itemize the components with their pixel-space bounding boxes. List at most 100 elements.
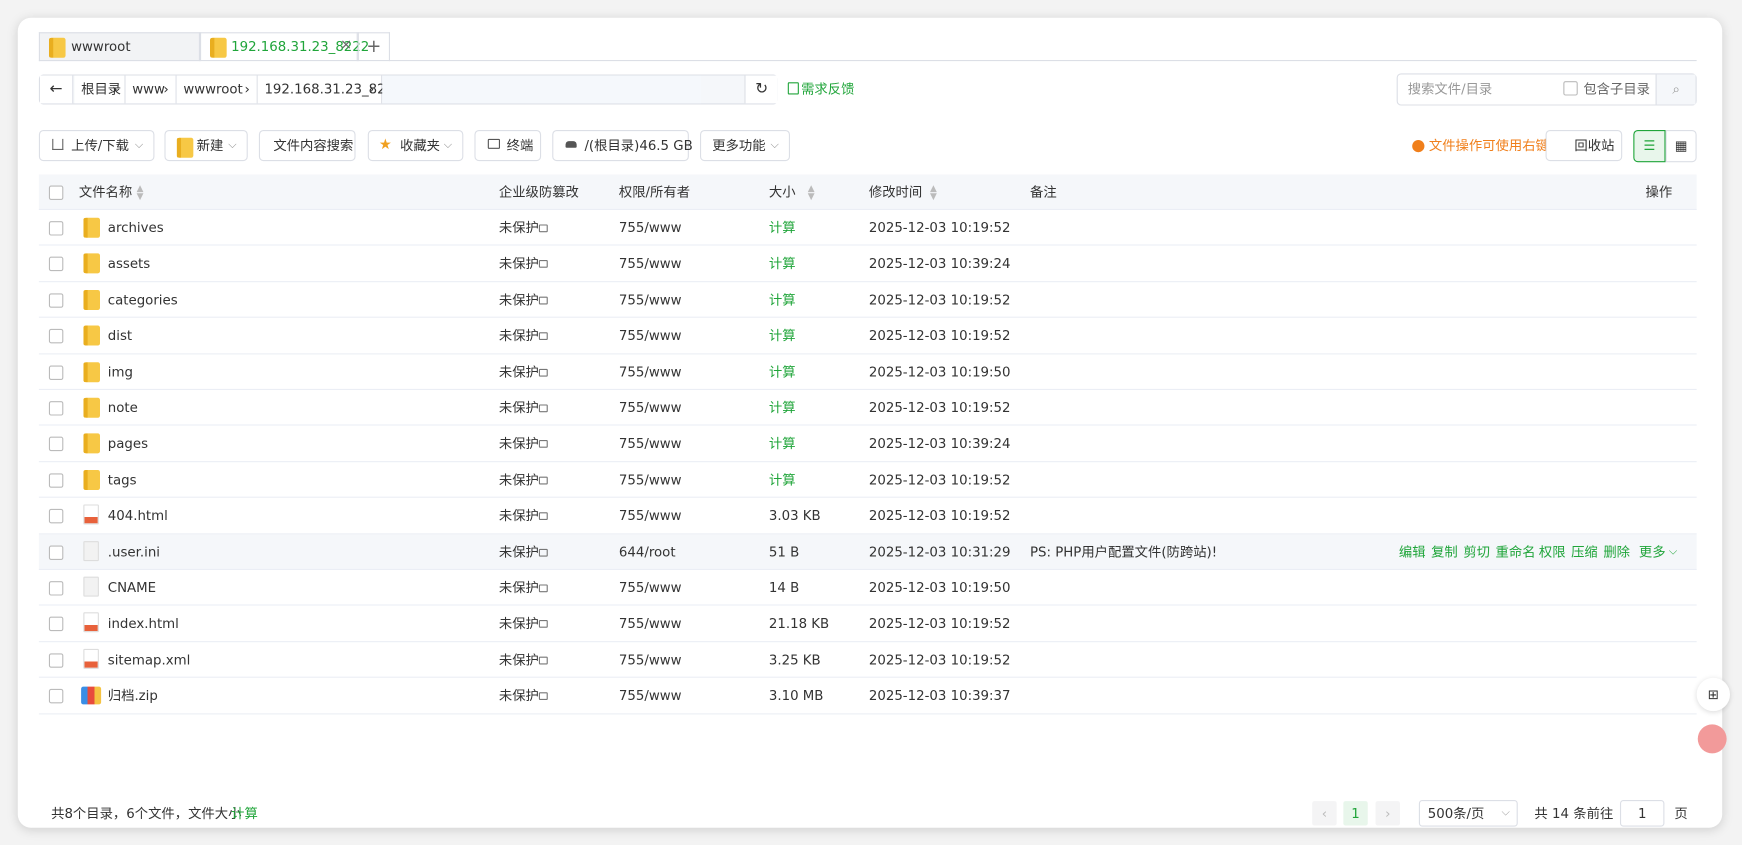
permission[interactable]: 755/www [618, 651, 682, 668]
permission[interactable]: 755/www [618, 579, 682, 596]
table-row[interactable] [38, 606, 1697, 642]
tab-add[interactable]: + [357, 32, 390, 62]
column-header[interactable]: 大小 [768, 184, 796, 200]
file-name[interactable]: CNAME [107, 579, 157, 596]
row-checkbox[interactable] [48, 545, 64, 560]
table-row[interactable] [38, 354, 1697, 390]
row-checkbox[interactable] [48, 221, 64, 236]
toolbar-label[interactable]: 上传/下载 [71, 137, 129, 154]
toolbar-label[interactable]: 更多功能 [712, 137, 766, 154]
crumb[interactable]: 根目录 [74, 75, 126, 104]
row-checkbox[interactable] [48, 617, 64, 632]
tab-label[interactable]: wwwroot [71, 38, 131, 55]
file-size[interactable]: 计算 [768, 435, 796, 452]
table-row[interactable] [38, 246, 1697, 282]
file-name[interactable]: pages [107, 435, 149, 452]
protect-status[interactable]: 未保护 [498, 255, 539, 272]
permission[interactable]: 755/www [618, 363, 682, 380]
protect-status[interactable]: 未保护 [498, 327, 539, 344]
table-row[interactable] [38, 318, 1697, 354]
dropdown-arrow[interactable]: ⌵ [443, 138, 453, 152]
more-arrow[interactable]: ⌵ [1668, 545, 1678, 558]
file-size[interactable]: 计算 [768, 471, 796, 488]
toolbar-label[interactable]: /(根目录)46.5 GB [584, 137, 693, 154]
file-name[interactable]: 404.html [107, 507, 168, 524]
protect-status[interactable]: 未保护 [498, 651, 539, 668]
page-size-select[interactable]: 500条/页 ⌵ [1418, 799, 1518, 827]
sort-icon[interactable]: ▲ ▼ [136, 183, 144, 202]
file-name[interactable]: 归档.zip [107, 687, 158, 704]
tab-label-active[interactable]: 192.168.31.23_8222 [231, 38, 370, 55]
subdir-checkbox[interactable] [1563, 81, 1578, 96]
table-row[interactable] [38, 533, 1697, 570]
row-checkbox[interactable] [48, 401, 64, 416]
permission[interactable]: 755/www [618, 435, 682, 452]
dropdown-arrow[interactable]: ⌵ [228, 138, 237, 152]
protect-status[interactable]: 未保护 [498, 543, 539, 560]
protect-status[interactable]: 未保护 [498, 687, 539, 704]
prev-page[interactable]: ‹ [1312, 801, 1337, 826]
permission[interactable]: 755/www [618, 291, 682, 308]
file-size[interactable]: 计算 [768, 291, 796, 308]
protect-status[interactable]: 未保护 [498, 219, 539, 236]
row-action[interactable]: 权限 [1538, 543, 1566, 560]
protect-status[interactable]: 未保护 [498, 399, 539, 416]
footer-calc[interactable]: 计算 [231, 805, 258, 822]
file-name[interactable]: assets [107, 255, 151, 272]
sort-icon[interactable]: ▲ ▼ [929, 183, 937, 202]
back-button[interactable]: ← [39, 75, 74, 104]
file-size[interactable]: 计算 [768, 327, 796, 344]
file-name[interactable]: .user.ini [107, 543, 160, 560]
toolbar-label[interactable]: 终端 [506, 137, 534, 154]
path-input[interactable] [382, 75, 702, 104]
row-checkbox[interactable] [48, 257, 64, 272]
crumb[interactable]: www [125, 75, 177, 104]
protect-status[interactable]: 未保护 [498, 363, 539, 380]
toolbar-label[interactable]: 文件内容搜索 [273, 137, 354, 154]
permission[interactable]: 755/www [618, 327, 682, 344]
file-size[interactable]: 计算 [768, 255, 796, 272]
protect-status[interactable]: 未保护 [498, 435, 539, 452]
file-name[interactable]: img [107, 363, 133, 380]
protect-status[interactable]: 未保护 [498, 615, 539, 632]
file-note[interactable]: PS: PHP用户配置文件(防跨站)! [1029, 543, 1218, 560]
file-name[interactable]: index.html [107, 615, 179, 632]
protect-status[interactable]: 未保护 [498, 291, 539, 308]
permission[interactable]: 755/www [618, 615, 682, 632]
table-row[interactable] [38, 678, 1697, 714]
file-name[interactable]: dist [107, 327, 133, 344]
column-header[interactable]: 修改时间 [868, 184, 923, 200]
row-checkbox[interactable] [48, 329, 64, 344]
toolbar-button[interactable]: 文件内容搜索 [258, 129, 356, 162]
file-name[interactable]: note [107, 399, 138, 416]
row-checkbox[interactable] [48, 509, 64, 524]
column-header[interactable]: 文件名称 [78, 184, 133, 200]
table-row[interactable] [38, 498, 1697, 534]
search-placeholder[interactable]: 搜索文件/目录 [1407, 81, 1493, 97]
file-name[interactable]: tags [107, 471, 137, 488]
crumb[interactable]: wwwroot [176, 75, 258, 104]
row-action[interactable]: 复制 [1431, 543, 1458, 560]
file-size[interactable]: 计算 [768, 399, 796, 416]
toolbar-button[interactable]: 收藏夹 ⌵ [367, 129, 464, 162]
sort-icon[interactable]: ▲ ▼ [807, 183, 815, 202]
refresh-button[interactable]: ↻ [744, 75, 778, 104]
page-size-label[interactable]: 500条/页 [1427, 805, 1485, 822]
permission[interactable]: 755/www [618, 255, 682, 272]
side-avatar[interactable] [1697, 724, 1727, 754]
grid-view[interactable]: ▦ [1665, 129, 1697, 163]
permission[interactable]: 644/root [618, 543, 676, 560]
select-all[interactable] [48, 185, 64, 200]
toolbar-label[interactable]: 新建 [196, 137, 224, 154]
table-row[interactable] [38, 390, 1697, 426]
file-size[interactable]: 计算 [768, 219, 796, 236]
dropdown-arrow[interactable]: ⌵ [770, 138, 779, 152]
table-row[interactable] [38, 462, 1697, 498]
toolbar-button[interactable]: 更多功能 ⌵ [699, 129, 790, 162]
permission[interactable]: 755/www [618, 219, 682, 236]
row-checkbox[interactable] [48, 365, 64, 380]
row-checkbox[interactable] [48, 437, 64, 452]
next-page[interactable]: › [1375, 801, 1400, 826]
toolbar-button[interactable]: 上传/下载 ⌵ [38, 129, 155, 162]
protect-status[interactable]: 未保护 [498, 507, 539, 524]
